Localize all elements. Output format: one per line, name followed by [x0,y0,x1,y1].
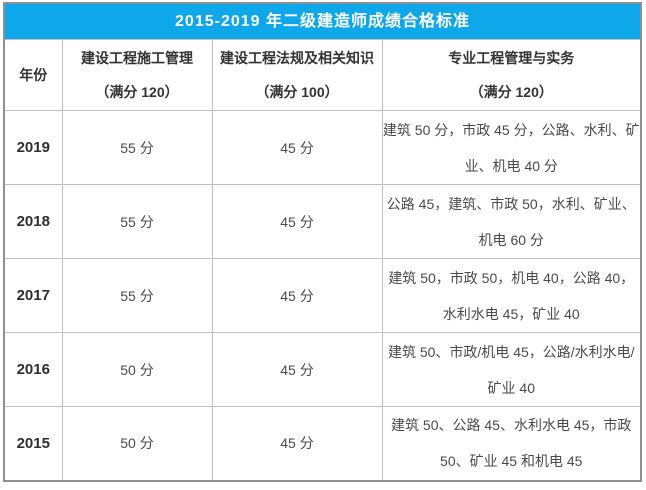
title-cell: 2015-2019 年二级建造师成绩合格标准 [3,2,642,40]
header-management-fullmark: （满分 120） [95,84,179,100]
header-practice-fullmark: （满分 120） [469,84,553,100]
header-law-label: 建设工程法规及相关知识 [220,50,374,66]
row-2019: 2019 55 分 45 分 建筑 50 分，市政 45 分，公路、水利、矿业、… [3,110,642,185]
row-2018: 2018 55 分 45 分 公路 45，建筑、市政 50，水利、矿业、机电 6… [3,184,642,259]
header-row: 年份 建设工程施工管理 （满分 120） 建设工程法规及相关知识 （满分 100… [3,39,642,111]
row-2016: 2016 50 分 45 分 建筑 50、市政/机电 45，公路/水利水电/矿业… [3,332,642,407]
table-title: 2015-2019 年二级建造师成绩合格标准 [5,4,640,39]
row-2015: 2015 50 分 45 分 建筑 50、公路 45、水利水电 45，市政 50… [3,406,642,481]
title-row: 2015-2019 年二级建造师成绩合格标准 [3,2,642,40]
management-score-cell: 50 分 [61,332,213,407]
law-score-cell: 45 分 [211,110,383,185]
practice-score-cell: 建筑 50 分，市政 45 分，公路、水利、矿业、机电 40 分 [381,110,642,185]
year-cell: 2018 [3,184,63,259]
law-score-cell: 45 分 [211,258,383,333]
header-year-label: 年份 [19,67,48,83]
header-management-label: 建设工程施工管理 [81,50,193,66]
management-score-cell: 50 分 [61,406,213,481]
management-score-cell: 55 分 [61,258,213,333]
header-practice-label: 专业工程管理与实务 [448,50,575,66]
practice-score-cell: 建筑 50、公路 45、水利水电 45，市政 50、矿业 45 和机电 45 [381,406,642,481]
score-table: 2015-2019 年二级建造师成绩合格标准 年份 建设工程施工管理 （满分 1… [3,2,642,482]
header-management: 建设工程施工管理 （满分 120） [61,39,213,111]
law-score-cell: 45 分 [211,332,383,407]
practice-score-cell: 建筑 50、市政/机电 45，公路/水利水电/矿业 40 [381,332,642,407]
row-2017: 2017 55 分 45 分 建筑 50，市政 50，机电 40，公路 40，水… [3,258,642,333]
law-score-cell: 45 分 [211,184,383,259]
management-score-cell: 55 分 [61,184,213,259]
header-year: 年份 [3,39,63,111]
management-score-cell: 55 分 [61,110,213,185]
practice-score-cell: 建筑 50，市政 50，机电 40，公路 40，水利水电 45，矿业 40 [381,258,642,333]
header-law-fullmark: （满分 100） [255,84,339,100]
header-practice: 专业工程管理与实务 （满分 120） [381,39,642,111]
year-cell: 2017 [3,258,63,333]
practice-score-cell: 公路 45，建筑、市政 50，水利、矿业、机电 60 分 [381,184,642,259]
law-score-cell: 45 分 [211,406,383,481]
year-cell: 2015 [3,406,63,481]
year-cell: 2019 [3,110,63,185]
year-cell: 2016 [3,332,63,407]
header-law: 建设工程法规及相关知识 （满分 100） [211,39,383,111]
